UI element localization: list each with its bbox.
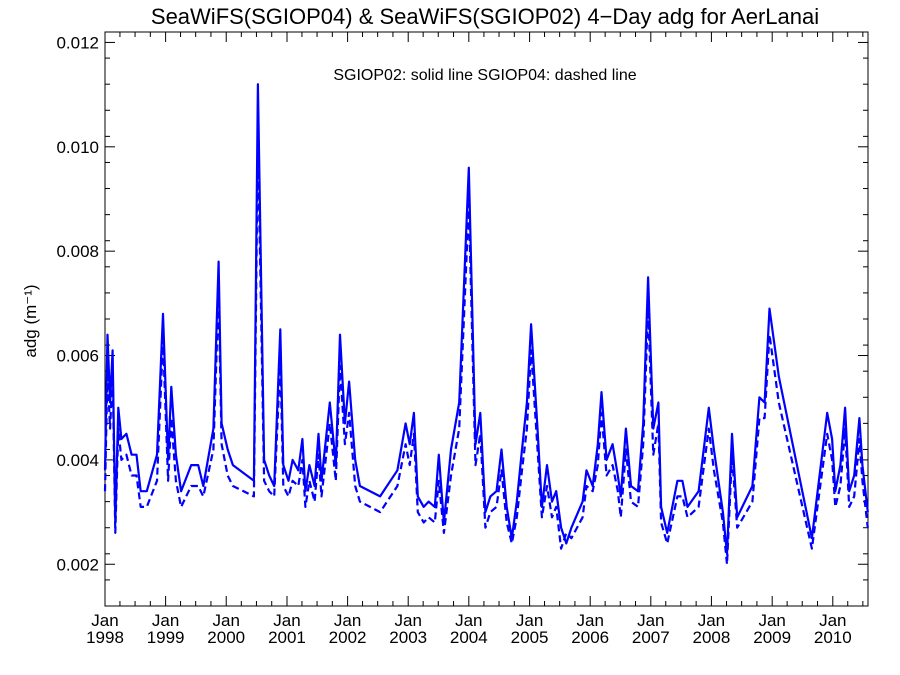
x-tick-month-label: Jan (637, 611, 664, 630)
x-tick-year-label: 2006 (571, 628, 609, 647)
series-style-annotation: SGIOP02: solid line SGIOP04: dashed line (333, 67, 636, 84)
x-tick-year-label: 2007 (632, 628, 670, 647)
x-tick-month-label: Jan (334, 611, 361, 630)
x-tick-month-label: Jan (576, 611, 603, 630)
x-tick-month-label: Jan (394, 611, 421, 630)
x-axis-ticks: Jan1998Jan1999Jan2000Jan2001Jan2002Jan20… (86, 32, 864, 647)
series-line-sgiop04 (103, 135, 869, 566)
chart-title: SeaWiFS(SGIOP04) & SeaWiFS(SGIOP02) 4−Da… (151, 4, 819, 29)
x-tick-year-label: 2010 (814, 628, 852, 647)
x-tick-year-label: 1998 (86, 628, 124, 647)
x-tick-month-label: Jan (819, 611, 846, 630)
x-tick-year-label: 2000 (207, 628, 245, 647)
x-tick-month-label: Jan (91, 611, 118, 630)
series-lines (103, 83, 869, 566)
x-tick-month-label: Jan (698, 611, 725, 630)
x-tick-month-label: Jan (516, 611, 543, 630)
x-tick-month-label: Jan (758, 611, 785, 630)
y-tick-label: 0.012 (56, 33, 99, 52)
x-tick-month-label: Jan (152, 611, 179, 630)
x-tick-year-label: 2008 (693, 628, 731, 647)
y-tick-label: 0.010 (56, 138, 99, 157)
y-axis-label: adg (m⁻¹) (21, 284, 40, 357)
series-line-sgiop02 (103, 83, 869, 555)
x-tick-year-label: 2009 (753, 628, 791, 647)
x-tick-year-label: 1999 (147, 628, 185, 647)
x-tick-year-label: 2002 (329, 628, 367, 647)
y-tick-label: 0.008 (56, 242, 99, 261)
y-tick-label: 0.002 (56, 555, 99, 574)
y-tick-label: 0.006 (56, 347, 99, 366)
x-tick-month-label: Jan (273, 611, 300, 630)
x-tick-year-label: 2005 (511, 628, 549, 647)
y-axis-ticks: 0.002 0.004 0.006 0.008 0.010 0.012 (56, 31, 868, 607)
x-tick-month-label: Jan (455, 611, 482, 630)
y-tick-label: 0.004 (56, 451, 99, 470)
x-tick-year-label: 2004 (450, 628, 488, 647)
x-tick-month-label: Jan (213, 611, 240, 630)
x-tick-year-label: 2003 (389, 628, 427, 647)
x-tick-year-label: 2001 (268, 628, 306, 647)
